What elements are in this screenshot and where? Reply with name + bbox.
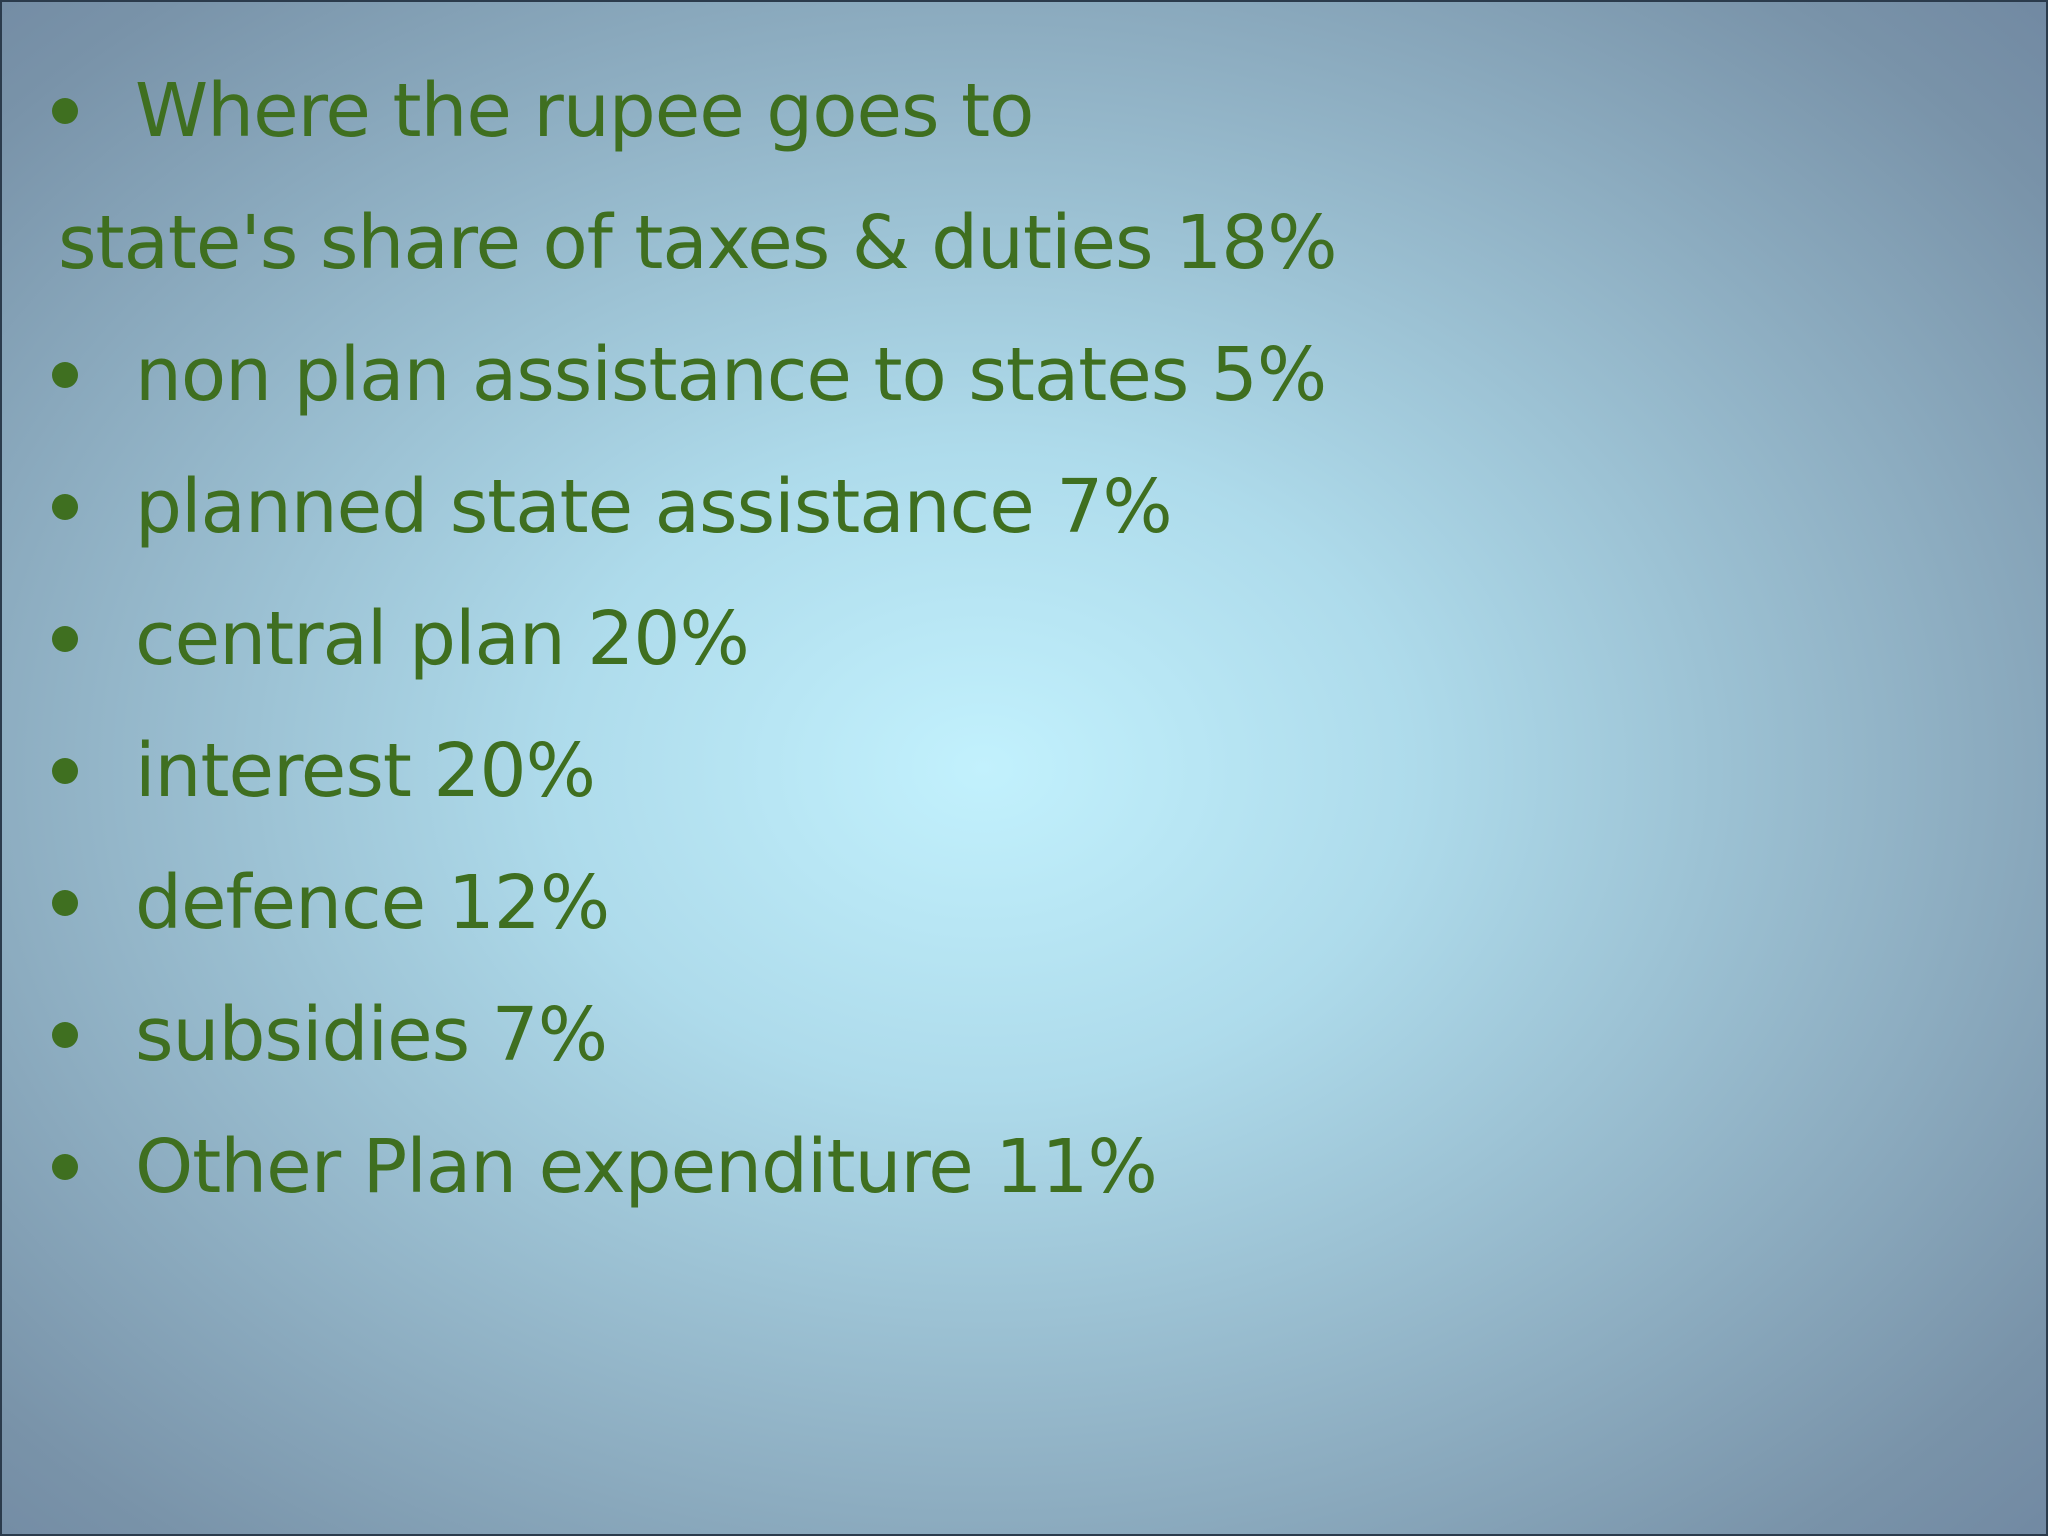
bullet-dot-icon: [52, 494, 78, 520]
bullet-dot-icon: [52, 1154, 78, 1180]
bullet-dot-icon: [52, 98, 78, 124]
bullet-dot-icon: [52, 758, 78, 784]
bullet-item-label: interest 20%: [135, 728, 596, 814]
bullet-item-label: defence 12%: [135, 860, 610, 946]
bullet-item-label: non plan assistance to states 5%: [135, 332, 1327, 418]
bullet-dot-icon: [52, 626, 78, 652]
intro-text: state's share of taxes & duties 18%: [58, 200, 1338, 286]
bullet-dot-icon: [52, 362, 78, 388]
bullet-item-label: Other Plan expenditure 11%: [135, 1124, 1158, 1210]
bullet-item-label: subsidies 7%: [135, 992, 608, 1078]
bullet-dot-icon: [52, 1022, 78, 1048]
slide-heading: Where the rupee goes to: [135, 68, 1034, 154]
bullet-item-label: planned state assistance 7%: [135, 464, 1173, 550]
bullet-item-label: central plan 20%: [135, 596, 750, 682]
bullet-dot-icon: [52, 890, 78, 916]
